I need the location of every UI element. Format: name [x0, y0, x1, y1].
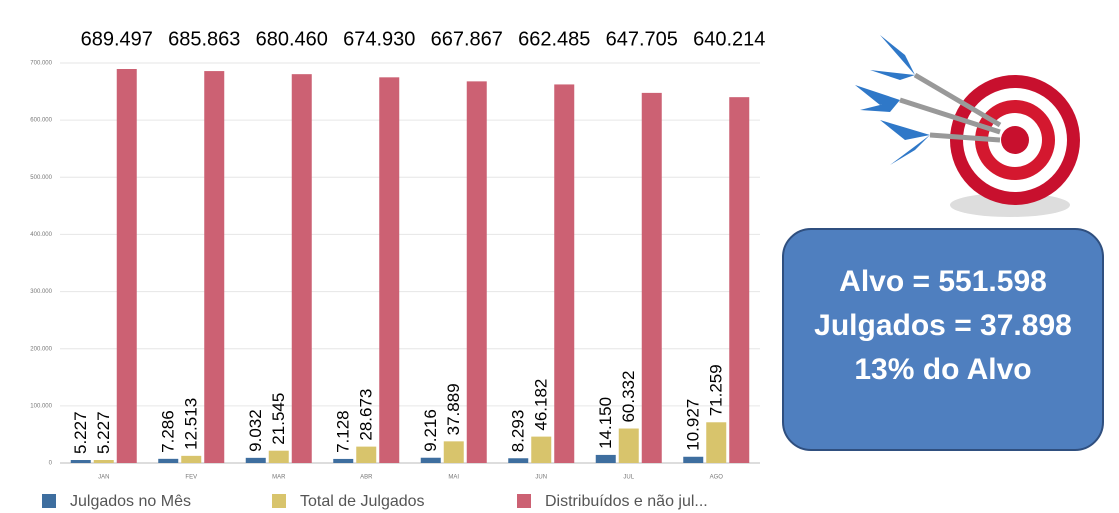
chart: Alvo = 551.598 Julgados = 37.898 13% do … — [0, 0, 1119, 513]
bar — [619, 429, 639, 463]
data-label: 9.032 — [246, 409, 265, 452]
y-tick-label: 300.000 — [30, 289, 52, 295]
legend-label: Total de Julgados — [300, 493, 425, 510]
data-label: 667.867 — [431, 28, 503, 50]
x-tick-label: MAR — [272, 475, 286, 481]
data-label: 680.460 — [256, 28, 328, 50]
y-tick-label: 500.000 — [30, 175, 52, 181]
data-label: 37.889 — [444, 383, 463, 435]
data-label: 7.128 — [334, 410, 353, 453]
x-tick-label: FEV — [185, 475, 197, 481]
bar — [508, 458, 528, 463]
data-label: 674.930 — [343, 28, 415, 50]
bar — [444, 441, 464, 463]
x-tick-label: JUN — [535, 475, 547, 481]
legend-swatch — [517, 494, 531, 508]
bar — [158, 459, 178, 463]
bar — [706, 422, 726, 463]
legend-label: Julgados no Mês — [70, 493, 191, 510]
bar — [379, 77, 399, 463]
y-tick-label: 600.000 — [30, 118, 52, 124]
bar — [596, 455, 616, 463]
y-tick-label: 400.000 — [30, 232, 52, 238]
data-label: 46.182 — [532, 379, 551, 431]
y-tick-label: 200.000 — [30, 346, 52, 352]
data-label: 7.286 — [159, 410, 178, 453]
bar — [531, 437, 551, 463]
bar — [246, 458, 266, 463]
legend-swatch — [272, 494, 286, 508]
x-tick-label: MAI — [448, 475, 459, 481]
bar — [333, 459, 353, 463]
data-label: 8.293 — [509, 410, 528, 453]
y-tick-label: 700.000 — [30, 61, 52, 67]
data-label: 28.673 — [357, 389, 376, 441]
bar — [204, 71, 224, 463]
data-label: 5.227 — [94, 411, 113, 454]
bar — [94, 460, 114, 463]
data-label: 9.216 — [421, 409, 440, 452]
bar — [642, 93, 662, 463]
x-tick-label: JUL — [623, 475, 634, 481]
data-label: 12.513 — [182, 398, 201, 450]
callout-line: 13% do Alvo — [854, 353, 1031, 386]
x-tick-label: ABR — [360, 475, 373, 481]
x-tick-label: JAN — [98, 475, 109, 481]
data-label: 14.150 — [596, 397, 615, 449]
bar — [554, 84, 574, 463]
bar — [356, 447, 376, 463]
bar — [117, 69, 137, 463]
callout-line: Alvo = 551.598 — [839, 265, 1047, 298]
data-label: 662.485 — [518, 28, 590, 50]
callout-line: Julgados = 37.898 — [814, 309, 1072, 342]
bar — [269, 451, 289, 463]
data-label: 5.227 — [71, 411, 90, 454]
data-label: 647.705 — [606, 28, 678, 50]
data-label: 640.214 — [693, 28, 765, 50]
data-label: 10.927 — [684, 399, 703, 451]
legend-label: Distribuídos e não jul... — [545, 493, 708, 510]
bar — [729, 97, 749, 463]
bar — [181, 456, 201, 463]
data-label: 71.259 — [707, 364, 726, 416]
bar — [467, 81, 487, 463]
data-label: 685.863 — [168, 28, 240, 50]
bar — [71, 460, 91, 463]
legend-swatch — [42, 494, 56, 508]
bar — [421, 458, 441, 463]
data-label: 60.332 — [619, 371, 638, 423]
data-label: 689.497 — [81, 28, 153, 50]
y-tick-label: 100.000 — [30, 403, 52, 409]
bar — [683, 457, 703, 463]
bar — [292, 74, 312, 463]
data-label: 21.545 — [269, 393, 288, 445]
x-tick-label: AGO — [710, 475, 724, 481]
